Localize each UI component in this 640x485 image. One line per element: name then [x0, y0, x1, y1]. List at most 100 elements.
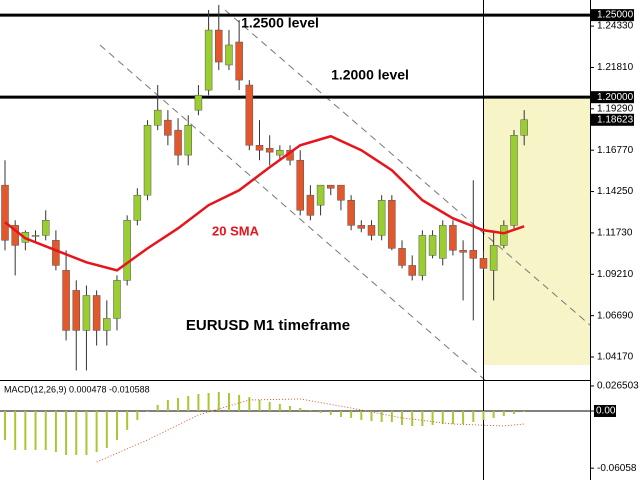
- candle-body: [357, 225, 366, 229]
- histogram-bar: [14, 410, 17, 450]
- candle-body: [388, 200, 396, 249]
- histogram-bar: [472, 410, 475, 423]
- histogram-bar: [390, 410, 393, 423]
- histogram-bar: [523, 410, 526, 413]
- y-tick-label: 1.11730: [597, 228, 633, 239]
- candle-body: [398, 248, 406, 266]
- chart-annotation: EURUSD M1 timeframe: [186, 317, 350, 334]
- candle-body: [82, 295, 91, 331]
- histogram-bar: [380, 410, 383, 423]
- candle-body: [113, 280, 121, 319]
- y-tick-label: 1.24330: [597, 21, 634, 32]
- y-tick-label: 1.21810: [597, 62, 634, 73]
- histogram-bar: [197, 393, 200, 411]
- candle-body: [92, 295, 101, 331]
- histogram-bar: [350, 410, 353, 418]
- y-tick-label: 1.09210: [597, 269, 634, 280]
- histogram-bar: [187, 395, 190, 411]
- candle-body: [459, 250, 467, 253]
- candle-body: [469, 250, 478, 259]
- level-label: 1.25000: [597, 10, 634, 21]
- histogram-bar: [451, 410, 454, 425]
- candle-body: [367, 225, 376, 236]
- histogram-bar: [268, 402, 271, 411]
- histogram-bar: [44, 410, 47, 450]
- histogram-bar: [146, 410, 149, 413]
- histogram-bar: [227, 392, 230, 411]
- candle-body: [408, 265, 416, 276]
- y-tick-label: 1.04170: [597, 352, 634, 363]
- highlight-zone: [483, 97, 590, 365]
- candle-body: [479, 258, 488, 269]
- candle-body: [153, 109, 162, 126]
- candle-body: [500, 225, 508, 246]
- histogram-bar: [65, 410, 68, 455]
- histogram-bar: [126, 410, 129, 430]
- histogram-bar: [258, 399, 261, 411]
- histogram-bar: [248, 397, 251, 411]
- candle-body: [235, 41, 243, 81]
- candle-body: [337, 184, 345, 201]
- macd-title: MACD(12,26,9) 0.000478 -0.010588: [4, 384, 150, 394]
- y-tick-label: 0.00: [596, 406, 616, 417]
- y-tick-label: -0.06058: [597, 463, 637, 474]
- histogram-bar: [136, 410, 139, 420]
- candle-body: [377, 200, 386, 236]
- candle-body: [276, 149, 284, 156]
- candle-body: [225, 44, 233, 66]
- candle-body: [449, 225, 457, 251]
- histogram-bar: [401, 410, 404, 425]
- candle-body: [164, 119, 172, 136]
- histogram-bar: [85, 410, 88, 455]
- candle-body: [489, 245, 498, 271]
- histogram-bar: [105, 410, 108, 448]
- histogram-bar: [492, 410, 495, 418]
- histogram-bar: [289, 405, 292, 411]
- histogram-bar: [166, 399, 169, 411]
- histogram-bar: [299, 407, 302, 411]
- histogram-bar: [319, 410, 322, 413]
- y-tick-label: 1.06690: [597, 310, 634, 321]
- level-text: 1.2500 level: [241, 15, 319, 31]
- candle-body: [296, 159, 304, 211]
- candle-body: [347, 200, 355, 226]
- candle-body: [265, 147, 274, 153]
- level-text: 1.2000 level: [331, 67, 409, 83]
- last-price-label: 1.18623: [597, 114, 634, 125]
- candle-body: [31, 235, 40, 237]
- candle-body: [143, 124, 152, 196]
- y-tick-label: 1.14250: [597, 186, 634, 197]
- level-label-box: [591, 9, 634, 22]
- channel-line: [224, 9, 591, 326]
- histogram-bar: [177, 397, 180, 411]
- candle-body: [510, 135, 518, 226]
- channel-line: [99, 44, 486, 381]
- candle-body: [327, 184, 335, 189]
- y-tick-label: 1.19290: [597, 103, 634, 114]
- candle-body: [245, 84, 254, 146]
- candle-body: [62, 270, 70, 331]
- histogram-bar: [370, 410, 373, 421]
- candle-body: [306, 194, 315, 216]
- level-label: 1.20000: [597, 92, 634, 103]
- histogram-bar: [4, 410, 6, 440]
- candle-body: [194, 94, 203, 111]
- candle-body: [438, 225, 447, 259]
- candle-body: [72, 290, 81, 331]
- histogram-bar: [95, 410, 98, 453]
- candle-body: [103, 318, 111, 331]
- y-tick-label: 0.026503: [597, 381, 639, 392]
- level-label-box: [591, 91, 634, 104]
- histogram-bar: [309, 409, 312, 411]
- candle-body: [52, 240, 60, 266]
- histogram-bar: [431, 410, 434, 425]
- candle-body: [184, 124, 192, 156]
- candle-body: [520, 119, 528, 136]
- histogram-bar: [75, 410, 78, 455]
- candle-body: [174, 129, 182, 156]
- y-tick-label: 1.16770: [597, 145, 634, 156]
- last-price-box: [591, 113, 634, 126]
- histogram-bar: [360, 410, 363, 420]
- candle-body: [123, 220, 131, 281]
